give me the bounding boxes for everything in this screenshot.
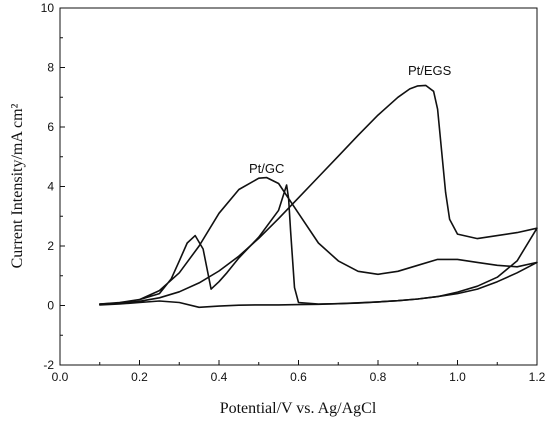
x-axis-title: Potential/V vs. Ag/AgCl [220,400,377,417]
x-tick-label: 0.4 [211,370,228,384]
y-axis-title: Current Intensity/mA cm² [9,103,26,268]
plot-frame [59,7,538,366]
y-tick-label: 0 [47,299,54,313]
y-tick-label: 2 [47,239,54,253]
x-tick-label: 0.0 [52,370,69,384]
y-tick-label: -2 [43,358,54,372]
axis-ticks: 0.0 0.2 0.4 0.6 0.8 1.0 1.2 -2 0 2 4 6 8 10 [41,1,546,384]
y-tick-label: 10 [41,1,55,15]
x-tick-label: 1.0 [449,370,466,384]
series-labels: Pt/EGS Pt/GC [249,63,452,176]
series-line-pt-egs [99,84,538,309]
series-label-pt-gc: Pt/GC [249,161,284,176]
series-line-pt-gc [99,176,538,305]
y-tick-label: 6 [47,120,54,134]
x-tick-label: 1.2 [529,370,546,384]
x-tick-label: 0.8 [370,370,387,384]
y-tick-label: 4 [47,180,54,194]
series-label-pt-egs: Pt/EGS [408,63,452,78]
x-tick-label: 0.2 [131,370,148,384]
x-tick-label: 0.6 [290,370,307,384]
series-lines [99,84,538,309]
y-tick-label: 8 [47,61,54,75]
